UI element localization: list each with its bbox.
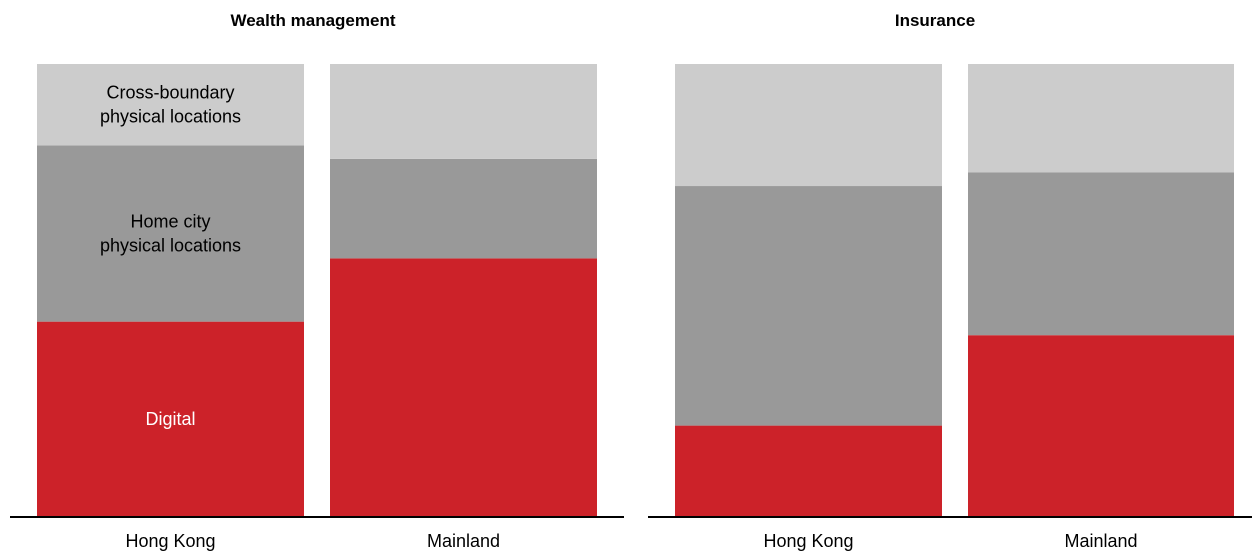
chart-title-wealth-management: Wealth management (230, 11, 395, 30)
stacked-bar-insurance-hong-kong (675, 64, 942, 516)
bar-segment-insurance-hong-kong-home-city-physical-locations (675, 186, 942, 426)
chart-panel-wealth-management: Wealth management Digital Home city physica… (10, 11, 624, 551)
category-label-hong-kong: Hong Kong (125, 531, 215, 551)
bar-segment-insurance-hong-kong-cross-boundary-physical-locations (675, 64, 942, 186)
stacked-bar-wealth-management-mainland (330, 64, 597, 516)
category-label-mainland: Mainland (1064, 531, 1137, 551)
stacked-bar-wealth-management-hong-kong: Digital Home city physical locations Cross-… (37, 64, 304, 516)
segment-label-line: Home city (130, 212, 210, 232)
segment-label-line: physical locations (100, 107, 241, 127)
chart-title-insurance: Insurance (895, 11, 975, 30)
bar-segment-wealth-management-hong-kong-cross-boundary-physical-locations (37, 64, 304, 145)
bar-segment-insurance-mainland-cross-boundary-physical-locations (968, 64, 1234, 172)
category-label-mainland: Mainland (427, 531, 500, 551)
bar-segment-wealth-management-mainland-digital (330, 258, 597, 516)
segment-label-digital: Digital (145, 409, 195, 429)
bar-segment-wealth-management-hong-kong-home-city-physical-locations (37, 145, 304, 321)
bar-segment-wealth-management-mainland-home-city-physical-locations (330, 159, 597, 258)
bar-segment-wealth-management-mainland-cross-boundary-physical-locations (330, 64, 597, 159)
category-label-hong-kong: Hong Kong (763, 531, 853, 551)
bar-segment-insurance-hong-kong-digital (675, 426, 942, 516)
stacked-bar-insurance-mainland (968, 64, 1234, 516)
chart-panel-insurance: Insurance Hong Kong Mainland (648, 11, 1252, 551)
bar-segment-insurance-mainland-digital (968, 335, 1234, 516)
bar-segment-insurance-mainland-home-city-physical-locations (968, 172, 1234, 335)
segment-label-line: Digital (145, 409, 195, 429)
segment-label-line: physical locations (100, 236, 241, 256)
segment-label-line: Cross-boundary (106, 83, 234, 103)
